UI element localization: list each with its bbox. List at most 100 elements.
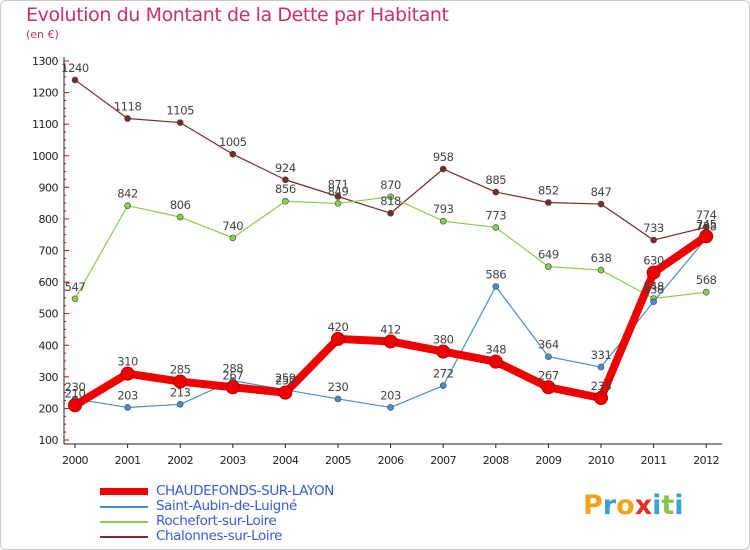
y-tick-label: 400 [39,339,59,352]
legend-swatch [100,506,148,508]
data-point [331,331,345,346]
data-label: 538 [643,283,664,297]
data-point [225,380,240,395]
data-label: 1105 [166,104,194,118]
data-label: 1240 [61,61,89,75]
logo-letter: t [661,490,675,521]
data-label: 871 [328,177,349,191]
legend-item: CHAUDEFONDS-SUR-LAYON [100,483,420,499]
data-point [334,200,342,207]
data-label: 267 [222,368,243,382]
data-point [120,366,135,381]
data-point [71,76,79,84]
legend-label: CHAUDEFONDS-SUR-LAYON [156,483,334,499]
legend-label: Chalonnes-sur-Loire [156,528,282,544]
data-point [278,385,293,400]
data-label: 870 [380,178,401,192]
logo-letter: r [602,490,617,521]
data-point [650,298,657,305]
data-point [594,390,608,405]
x-tick-label: 2000 [62,454,88,467]
data-point [699,229,714,244]
x-tick-label: 2005 [325,454,351,467]
series-line-3 [71,232,711,410]
legend-label: Saint-Aubin-de-Luigné [156,498,297,514]
data-label: 774 [696,208,717,222]
data-label: 1005 [219,135,247,149]
legend: CHAUDEFONDS-SUR-LAYON Saint-Aubin-de-Luig… [100,483,420,544]
data-point [439,382,447,389]
data-point [124,404,131,411]
x-tick-label: 2006 [378,454,404,467]
data-label: 233 [591,379,612,393]
data-point [541,380,556,395]
data-point [545,263,552,270]
data-label: 847 [591,185,612,199]
data-label: 310 [117,355,138,369]
data-point [492,188,500,196]
data-point [702,288,710,296]
data-point [176,119,184,126]
data-label: 745 [696,217,717,231]
data-label: 738 [696,219,717,233]
data-label: 806 [170,198,191,212]
x-tick-label: 2001 [115,454,141,467]
data-label: 1118 [114,99,142,113]
data-point [436,344,451,359]
data-label: 213 [170,385,191,399]
data-label: 364 [538,338,559,352]
data-point [545,353,552,360]
data-label: 331 [591,348,612,362]
data-label: 852 [538,183,559,197]
legend-swatch [100,536,148,538]
data-label: 885 [485,173,506,187]
y-tick-label: 100 [39,434,59,447]
data-point [646,265,661,280]
data-point [124,115,131,122]
data-label: 547 [65,280,86,294]
legend-item: Saint-Aubin-de-Luigné [100,498,420,514]
data-label: 924 [275,161,296,175]
logo-letter: x [634,490,653,521]
y-tick-label: 1000 [32,150,58,163]
data-label: 630 [643,254,664,268]
data-label: 649 [538,248,559,262]
data-label: 818 [380,194,401,208]
data-label: 849 [328,184,349,198]
data-label: 958 [433,150,454,164]
chart-title: Evolution du Montant de la Dette par Hab… [26,4,449,26]
data-point [124,202,131,209]
y-tick-label: 600 [39,276,59,289]
data-point [597,200,605,208]
data-label: 288 [222,362,243,376]
data-label: 740 [222,219,243,233]
x-tick-label: 2003 [220,454,246,467]
data-point [545,199,552,206]
y-tick-label: 700 [39,245,59,258]
x-tick-label: 2004 [272,454,298,467]
data-label: 230 [328,380,349,394]
data-point [229,234,237,242]
y-tick-label: 1300 [32,55,58,68]
data-label: 548 [643,280,664,294]
x-tick-label: 2012 [693,454,719,467]
data-label: 638 [591,251,612,265]
data-point [229,150,237,158]
legend-item: Chalonnes-sur-Loire [100,528,420,544]
data-point [68,398,82,413]
data-point [439,217,447,225]
data-label: 586 [485,268,506,282]
data-label: 250 [275,374,296,388]
legend-swatch [100,488,148,495]
logo-letter: o [616,490,635,521]
data-point [173,374,188,389]
data-label: 267 [538,368,559,382]
data-label: 259 [275,371,296,385]
data-point [334,395,342,403]
legend-swatch [100,521,148,523]
data-point [387,193,394,201]
y-tick-label: 800 [39,213,59,226]
data-point [176,401,184,408]
data-label: 842 [117,187,138,201]
data-label: 568 [696,273,717,287]
